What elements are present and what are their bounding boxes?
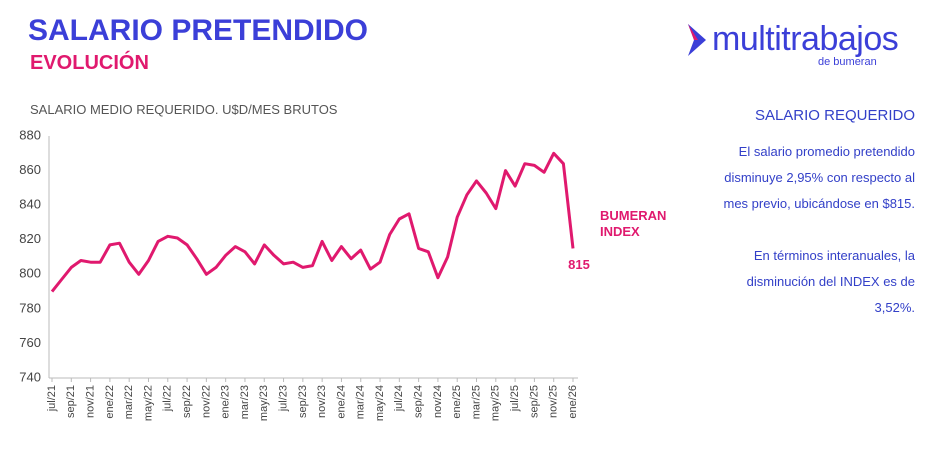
y-tick-label: 800	[19, 266, 41, 281]
x-tick-label: nov/23	[316, 385, 328, 418]
x-tick-label: nov/25	[548, 385, 560, 418]
x-tick-label: ene/26	[567, 385, 579, 419]
x-tick-label: jul/22	[162, 385, 174, 412]
y-tick-label: 780	[19, 300, 41, 315]
x-tick-label: ene/23	[220, 385, 232, 419]
x-tick-label: ene/25	[451, 385, 463, 419]
panel-paragraph: En términos interanuales, la disminución…	[746, 248, 915, 315]
x-tick-label: may/22	[142, 385, 154, 421]
panel-paragraph: El salario promedio pretendido disminuye…	[723, 144, 915, 211]
side-panel: SALARIO REQUERIDO El salario promedio pr…	[705, 103, 915, 347]
x-tick-label: may/24	[374, 385, 386, 421]
x-tick-label: may/23	[258, 385, 270, 421]
data-label: 815	[568, 257, 590, 272]
x-tick-label: sep/21	[65, 385, 77, 418]
x-tick-label: ene/22	[104, 385, 116, 419]
logo: multitrabajos	[712, 20, 899, 58]
x-tick-label: mar/22	[123, 385, 135, 419]
panel-heading: SALARIO REQUERIDO	[754, 107, 915, 124]
x-tick-label: sep/22	[181, 385, 193, 418]
y-tick-label: 760	[19, 335, 41, 350]
subtitle: EVOLUCIÓN	[30, 52, 149, 74]
x-tick-label: nov/24	[432, 385, 444, 418]
y-tick-label: 740	[19, 369, 41, 384]
y-tick-label: 840	[19, 197, 41, 212]
x-tick-label: jul/24	[393, 385, 405, 412]
line	[50, 151, 575, 293]
y-tick-label: 860	[19, 162, 41, 177]
series-label: BUMERAN INDEX	[600, 208, 667, 239]
title: SALARIO PRETENDIDO	[28, 14, 369, 47]
y-axis-title: SALARIO MEDIO REQUERIDO. U$D/MES BRUTOS	[30, 102, 338, 117]
x-tick-label: may/25	[490, 385, 502, 421]
x-tick-label: ene/24	[335, 385, 347, 419]
x-tick-label: jul/25	[509, 385, 521, 412]
x-tick-label: mar/23	[239, 385, 251, 419]
x-tick-label: jul/21	[46, 385, 58, 412]
x-tick-label: mar/25	[470, 385, 482, 419]
chart: 740 760 780 800 820 840 860 880 jul/21 sep/21 nov/…	[19, 127, 590, 421]
logo-tagline: de bumeran	[818, 56, 877, 68]
x-tick-label: nov/21	[84, 385, 96, 418]
x-tick-label: jul/23	[277, 385, 289, 412]
logo-icon	[688, 24, 706, 56]
x-tick-label: mar/24	[355, 385, 367, 419]
y-tick-label: 880	[19, 127, 41, 142]
x-tick-label: sep/24	[413, 385, 425, 418]
x-tick-label: sep/23	[297, 385, 309, 418]
x-tick-label: nov/22	[200, 385, 212, 418]
x-tick-label: sep/25	[528, 385, 540, 418]
y-tick-label: 820	[19, 231, 41, 246]
